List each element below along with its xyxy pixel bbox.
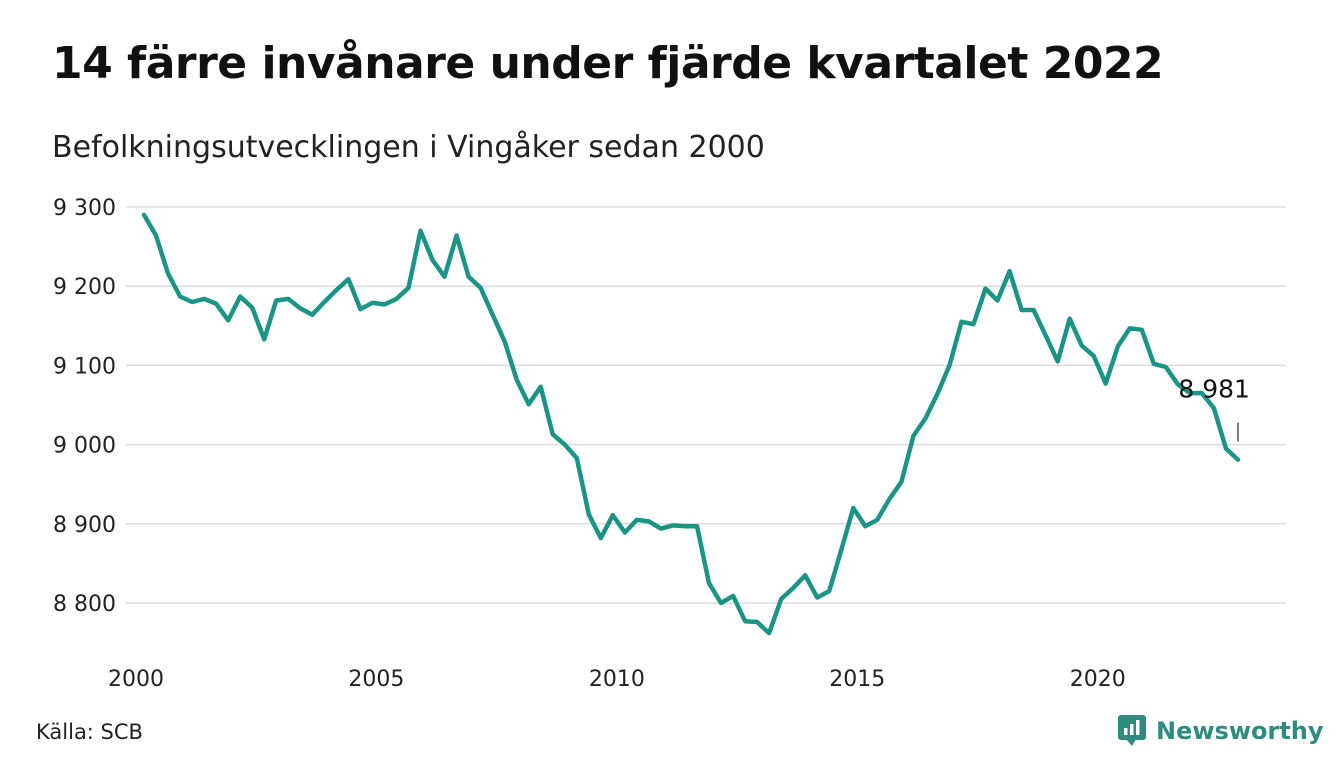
gridlines xyxy=(126,206,1286,604)
newsworthy-logo-icon xyxy=(1118,715,1146,746)
x-tick-label: 2000 xyxy=(108,667,164,692)
x-axis-tick-labels: 2000 2005 2010 2015 2020 xyxy=(108,667,1126,692)
y-tick-label: 9 200 xyxy=(53,275,116,300)
y-tick-label: 8 900 xyxy=(53,513,116,538)
y-axis-tick-labels: 9 300 9 200 9 100 9 000 8 900 8 800 xyxy=(53,196,116,617)
x-tick-label: 2015 xyxy=(829,667,885,692)
end-value-label: 8 981 xyxy=(1178,375,1250,404)
chart-title: 14 färre invånare under fjärde kvartalet… xyxy=(52,38,1164,89)
chart-subtitle: Befolkningsutvecklingen i Vingåker sedan… xyxy=(52,130,765,165)
brand-name: Newsworthy xyxy=(1156,717,1324,745)
annotations: 8 981 xyxy=(1178,375,1250,442)
source-credit: Källa: SCB xyxy=(36,720,143,744)
x-tick-label: 2010 xyxy=(589,667,645,692)
y-tick-label: 9 300 xyxy=(53,196,116,221)
y-tick-label: 9 100 xyxy=(53,354,116,379)
series-group xyxy=(141,212,1241,636)
series-line xyxy=(141,212,1241,636)
x-tick-label: 2020 xyxy=(1070,667,1126,692)
brand-logo: Newsworthy xyxy=(1118,714,1324,748)
y-tick-label: 8 800 xyxy=(53,592,116,617)
x-tick-label: 2005 xyxy=(348,667,404,692)
y-tick-label: 9 000 xyxy=(53,434,116,459)
